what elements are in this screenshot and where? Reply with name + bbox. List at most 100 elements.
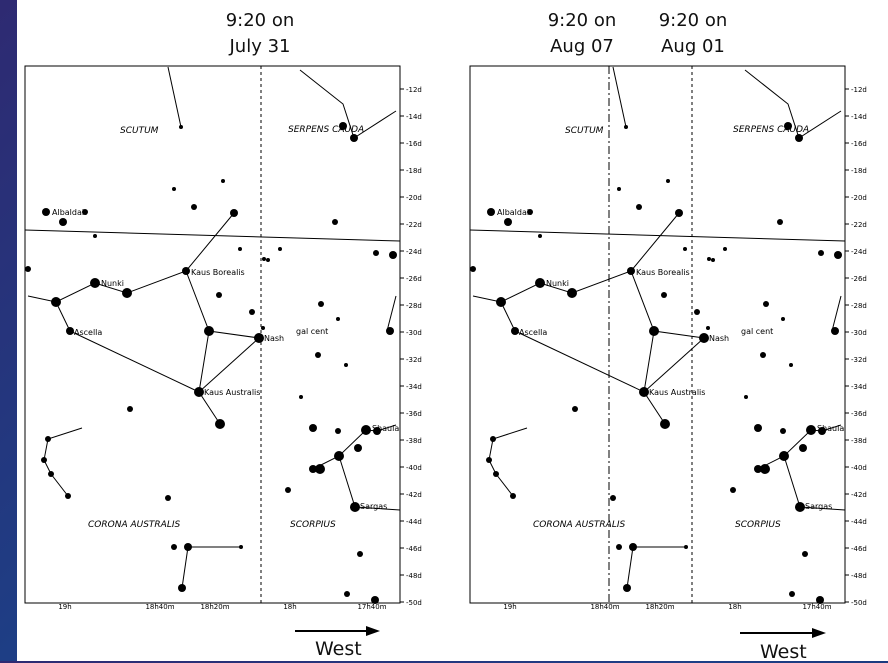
star <box>48 471 54 477</box>
star <box>122 288 132 298</box>
star <box>661 292 667 298</box>
star <box>45 436 51 442</box>
dec-tick-label: -26d <box>406 275 422 283</box>
dec-tick-label: -42d <box>406 491 422 499</box>
star <box>371 596 379 604</box>
star <box>802 551 808 557</box>
star <box>684 545 688 549</box>
star <box>318 301 324 307</box>
star <box>744 395 748 399</box>
right-header-b: 9:20 on Aug 01 <box>633 8 753 60</box>
star-label: gal cent <box>741 327 773 336</box>
star-label: Nash <box>264 334 284 343</box>
chart-panel-2: -12d -14d -16d -18d -20d -22d -24d -26d -28d -30d… <box>469 65 867 638</box>
constellation-line <box>386 295 397 332</box>
dec-tick-label: -46d <box>851 545 867 553</box>
ra-tick-label: 17h40m <box>357 603 386 611</box>
chart-panel-1: -12d -14d -16d -18d -20d -22d -24d -26d -28d -30d… <box>24 65 422 636</box>
ra-tick-label: 18h <box>283 603 296 611</box>
constellation-name: CORONA AUSTRALIS <box>88 520 180 530</box>
ra-tick-label: 18h40m <box>145 603 174 611</box>
constellation-name: SCUTUM <box>120 126 159 136</box>
constellation-line <box>69 330 200 393</box>
star <box>572 406 578 412</box>
star <box>41 457 47 463</box>
star <box>777 219 783 225</box>
constellation-name: SERPENS CAUDA <box>288 125 364 135</box>
star <box>780 428 786 434</box>
star <box>93 234 97 238</box>
star <box>779 451 789 461</box>
star <box>238 247 242 251</box>
star <box>285 487 291 493</box>
ra-tick-label: 19h <box>503 603 516 611</box>
star-label: Nash <box>709 334 729 343</box>
star <box>25 266 31 272</box>
star <box>470 266 476 272</box>
star <box>649 326 659 336</box>
star-gal-cent <box>336 317 340 321</box>
star <box>760 464 770 474</box>
star-label: Kaus Borealis <box>636 268 690 277</box>
dec-tick-label: -16d <box>851 140 867 148</box>
star-shaula <box>806 425 816 435</box>
star <box>527 209 533 215</box>
left-west-label: West <box>315 638 362 660</box>
dec-tick-label: -50d <box>406 599 422 607</box>
right-header-a: 9:20 on Aug 07 <box>522 8 642 60</box>
dec-tick-label: -48d <box>851 572 867 580</box>
star-label: Albaldah <box>497 208 532 217</box>
star <box>357 551 363 557</box>
star-label: Sargas <box>805 502 832 511</box>
star <box>354 444 362 452</box>
ra-tick-label: 17h40m <box>802 603 831 611</box>
star-kaus-borealis <box>627 267 635 275</box>
star <box>216 292 222 298</box>
star <box>309 465 317 473</box>
star-nunki <box>90 278 100 288</box>
dec-tick-label: -20d <box>406 194 422 202</box>
dec-tick-label: -40d <box>406 464 422 472</box>
star <box>675 209 683 217</box>
constellation-line <box>626 546 634 589</box>
star <box>249 309 255 315</box>
star <box>373 427 381 435</box>
star <box>504 218 512 226</box>
dec-tick-label: -22d <box>851 221 867 229</box>
star-label: Ascella <box>519 328 547 337</box>
star <box>179 125 183 129</box>
ra-tick-label: 18h <box>728 603 741 611</box>
star <box>795 134 803 142</box>
star-label: Shaula <box>372 424 399 433</box>
star <box>178 584 186 592</box>
constellation-name: SCUTUM <box>565 126 604 136</box>
dec-tick-label: -32d <box>851 356 867 364</box>
dec-tick-label: -18d <box>406 167 422 175</box>
star-albaldah <box>487 208 495 216</box>
star <box>629 543 637 551</box>
star <box>799 444 807 452</box>
constellation-line <box>299 69 397 139</box>
dec-tick-label: -28d <box>406 302 422 310</box>
west-arrow-head <box>366 626 380 636</box>
star <box>754 424 762 432</box>
star <box>315 352 321 358</box>
star-label: Shaula <box>817 424 844 433</box>
star <box>191 204 197 210</box>
star-label: Sargas <box>360 502 387 511</box>
star-label: Albaldah <box>52 208 87 217</box>
star <box>239 545 243 549</box>
star-sargas <box>795 502 805 512</box>
constellation-name: CORONA AUSTRALIS <box>533 520 625 530</box>
dec-tick-label: -12d <box>406 86 422 94</box>
dec-tick-label: -14d <box>406 113 422 121</box>
dec-tick-label: -22d <box>406 221 422 229</box>
star <box>490 436 496 442</box>
left-header: 9:20 on July 31 <box>200 8 320 60</box>
star <box>334 451 344 461</box>
constellation-line <box>55 301 71 332</box>
star-ascella <box>511 327 519 335</box>
star-albaldah <box>42 208 50 216</box>
dec-tick-label: -26d <box>851 275 867 283</box>
